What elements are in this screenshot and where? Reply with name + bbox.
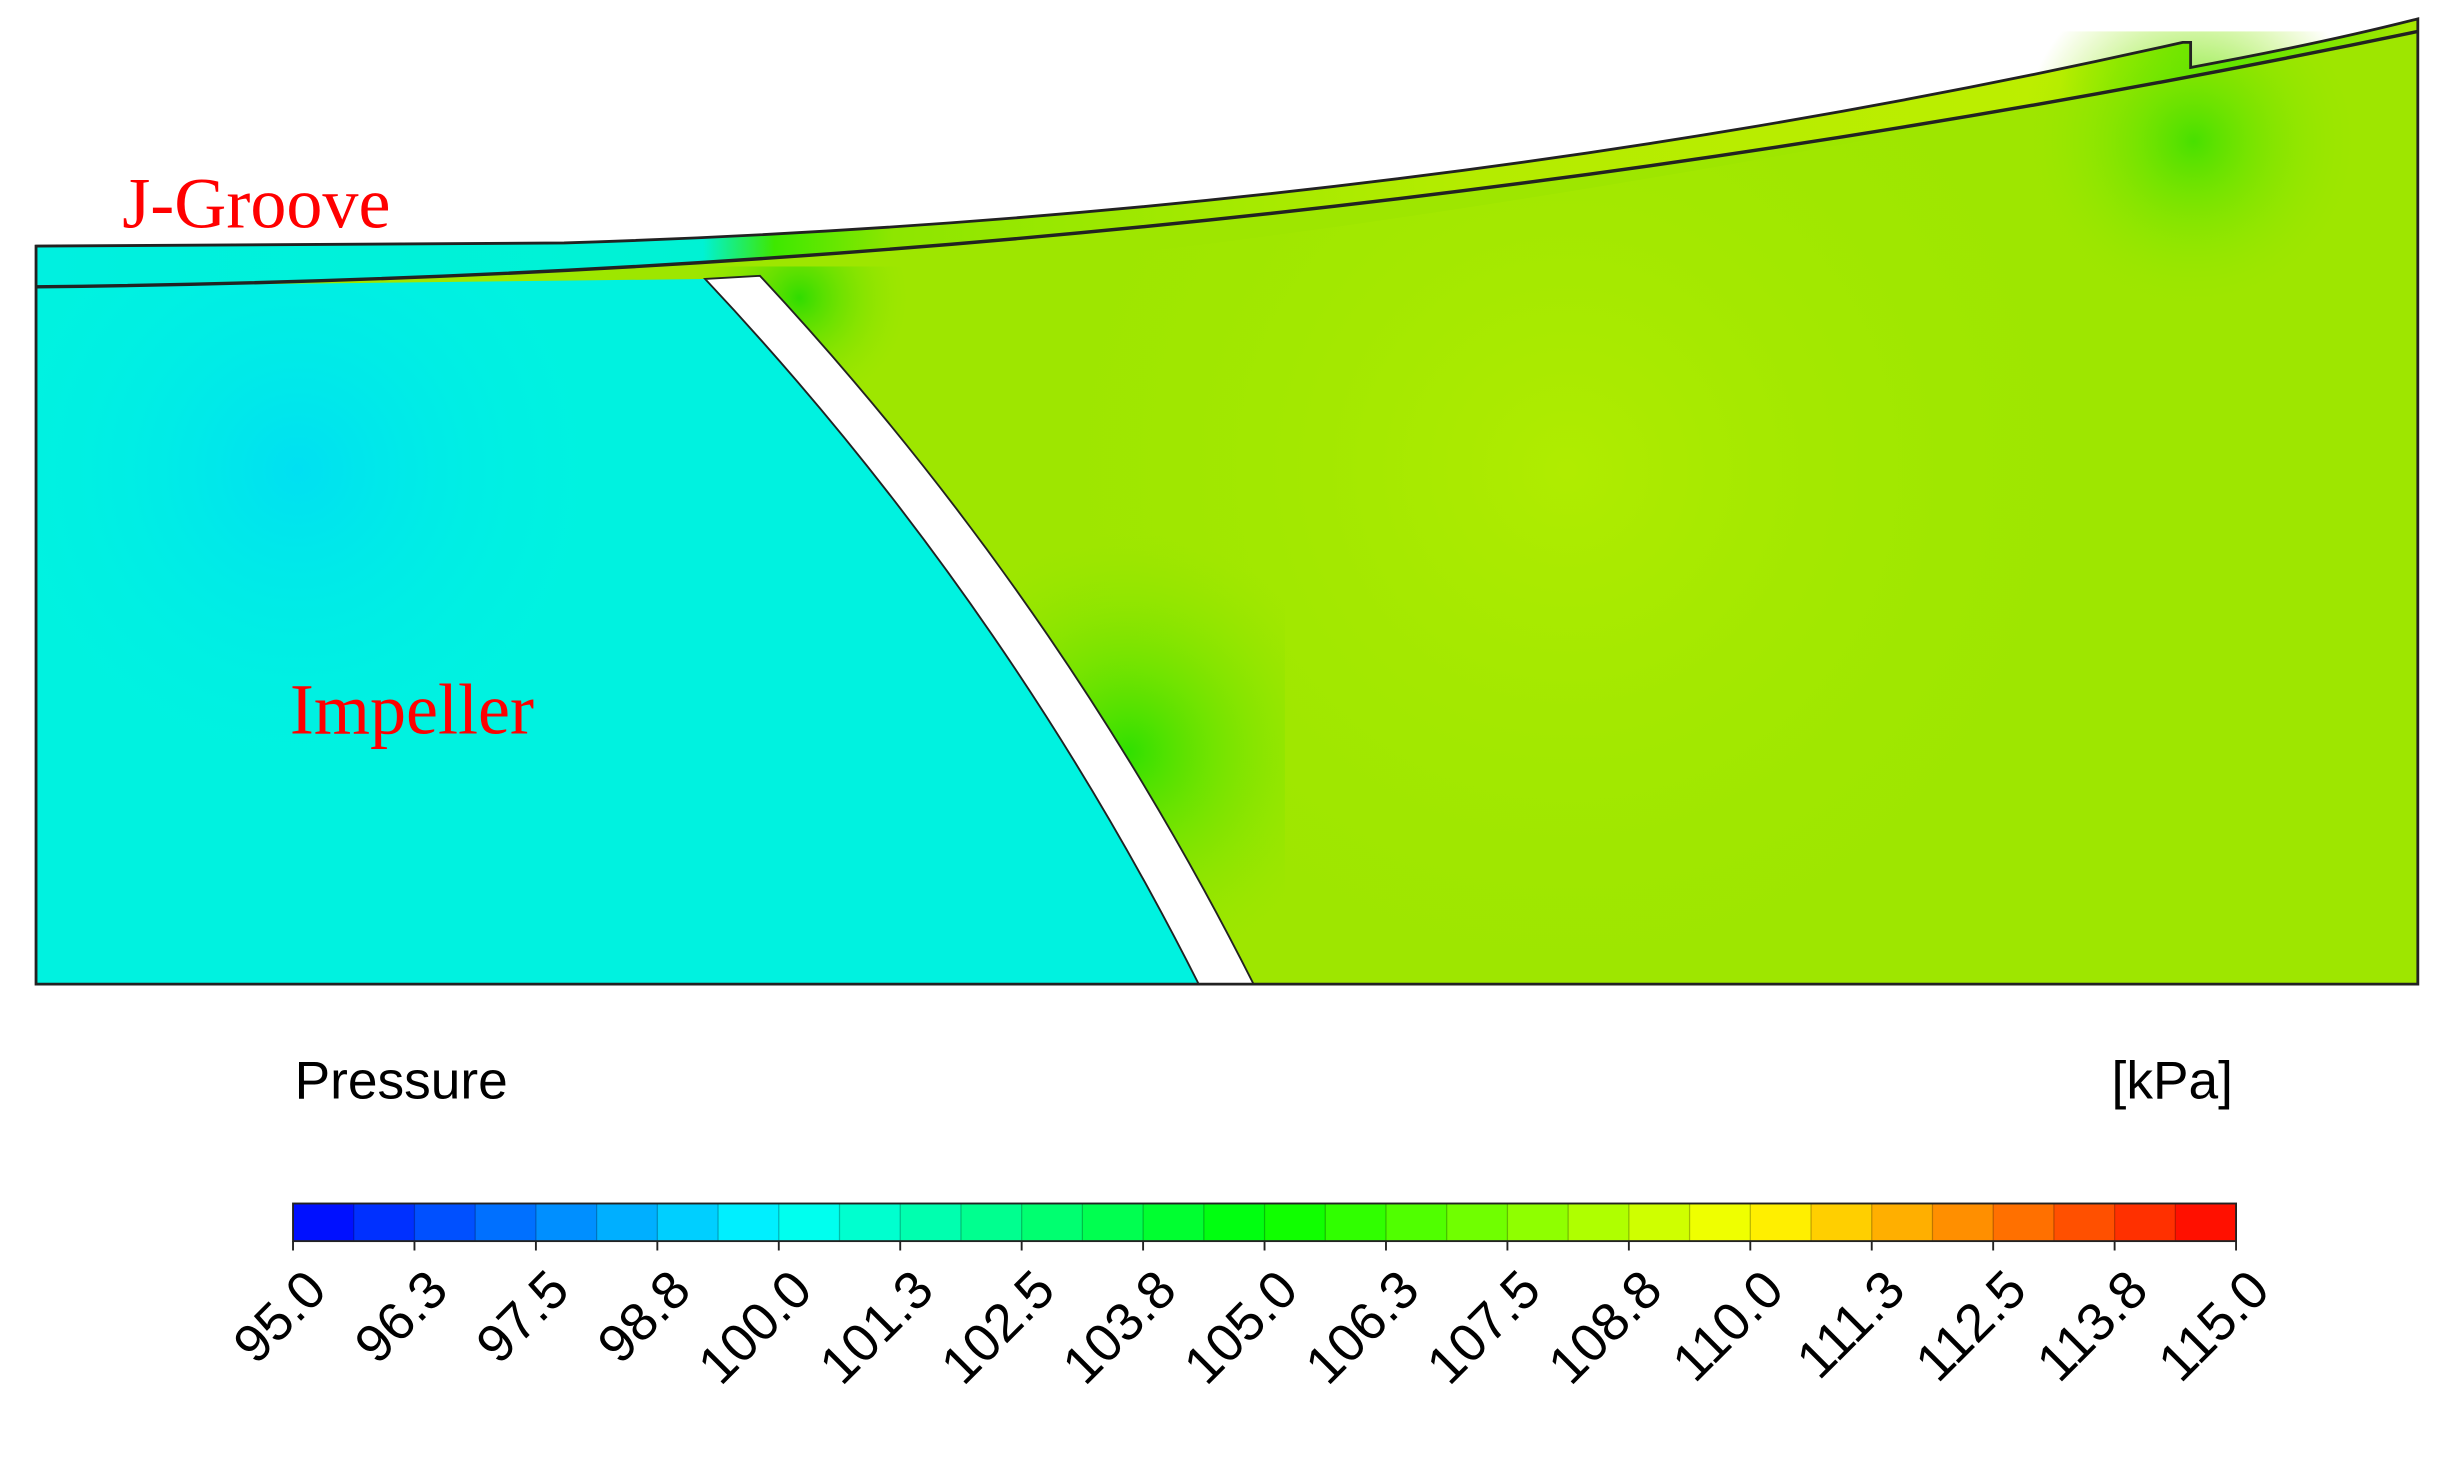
colorbar-band — [960, 1203, 1023, 1242]
colorbar-band — [414, 1203, 476, 1242]
colorbar-title: Pressure — [295, 1052, 508, 1111]
annotation: Impeller — [290, 669, 534, 749]
annotation: J-Groove — [122, 163, 390, 243]
colorbar-band — [2053, 1203, 2116, 1242]
colorbar-band — [1264, 1203, 1326, 1242]
interface-line — [36, 29, 2419, 289]
colorbar-band — [1203, 1203, 1266, 1242]
colorbar-band — [1871, 1203, 1934, 1242]
colorbar-tick-label: 95.0 — [222, 1260, 337, 1375]
colorbar-band — [2114, 1203, 2176, 1242]
colorbar-band — [657, 1203, 719, 1242]
colorbar-band — [778, 1203, 841, 1242]
colorbar-band — [1325, 1203, 1387, 1242]
colorbar: 95.0 96.3 97.5 98.8100.0101.3102.5103.8105.… — [222, 1202, 2281, 1396]
colorbar-band — [475, 1203, 537, 1242]
colorbar-band — [1750, 1203, 1812, 1242]
colorbar-band — [1446, 1203, 1509, 1242]
colorbar-tick-label: 101.3 — [809, 1260, 945, 1396]
colorbar-band — [353, 1203, 416, 1242]
colorbar-band — [1568, 1203, 1630, 1242]
colorbar-band — [1689, 1203, 1751, 1242]
colorbar-band — [1021, 1203, 1084, 1242]
colorbar-band — [1385, 1203, 1448, 1242]
colorbar-band — [839, 1203, 901, 1242]
colorbar-tick-label: 102.5 — [930, 1260, 1066, 1396]
colorbar-tick-label: 105.0 — [1173, 1260, 1309, 1396]
colorbar-tick-label: 112.5 — [1904, 1260, 2037, 1393]
colorbar-tick-label: 96.3 — [344, 1260, 459, 1375]
colorbar-band — [1507, 1203, 1569, 1242]
colorbar-band — [1811, 1203, 1873, 1242]
colorbar-tick-label: 100.0 — [687, 1260, 823, 1396]
colorbar-tick-label: 111.3 — [1786, 1260, 1916, 1390]
colorbar-band — [596, 1203, 658, 1242]
colorbar-band — [900, 1203, 962, 1242]
colorbar-tick-label: 113.8 — [2026, 1260, 2159, 1393]
colorbar-tick-label: 107.5 — [1416, 1260, 1552, 1396]
colorbar-band — [2175, 1203, 2237, 1242]
colorbar-band — [1628, 1203, 1691, 1242]
colorbar-unit: [kPa] — [2112, 1052, 2233, 1111]
colorbar-band — [293, 1203, 355, 1242]
colorbar-band — [1993, 1203, 2055, 1242]
field-shade — [36, 278, 1199, 985]
colorbar-band — [1932, 1203, 1994, 1242]
colorbar-tick-label: 98.8 — [587, 1260, 702, 1375]
colorbar-band — [535, 1203, 598, 1242]
colorbar-band — [1143, 1203, 1205, 1242]
colorbar-tick-label: 108.8 — [1537, 1260, 1673, 1396]
colorbar-tick-label: 97.5 — [465, 1260, 580, 1375]
colorbar-tick-label: 110.0 — [1662, 1260, 1795, 1393]
colorbar-tick-label: 115.0 — [2147, 1260, 2280, 1393]
colorbar-band — [718, 1203, 780, 1242]
field-shade — [2021, 31, 2414, 345]
domain-outline — [34, 17, 2420, 986]
colorbar-tick-label: 103.8 — [1052, 1260, 1188, 1396]
colorbar-band — [1082, 1203, 1144, 1242]
colorbar-tick-label: 106.3 — [1294, 1260, 1430, 1396]
